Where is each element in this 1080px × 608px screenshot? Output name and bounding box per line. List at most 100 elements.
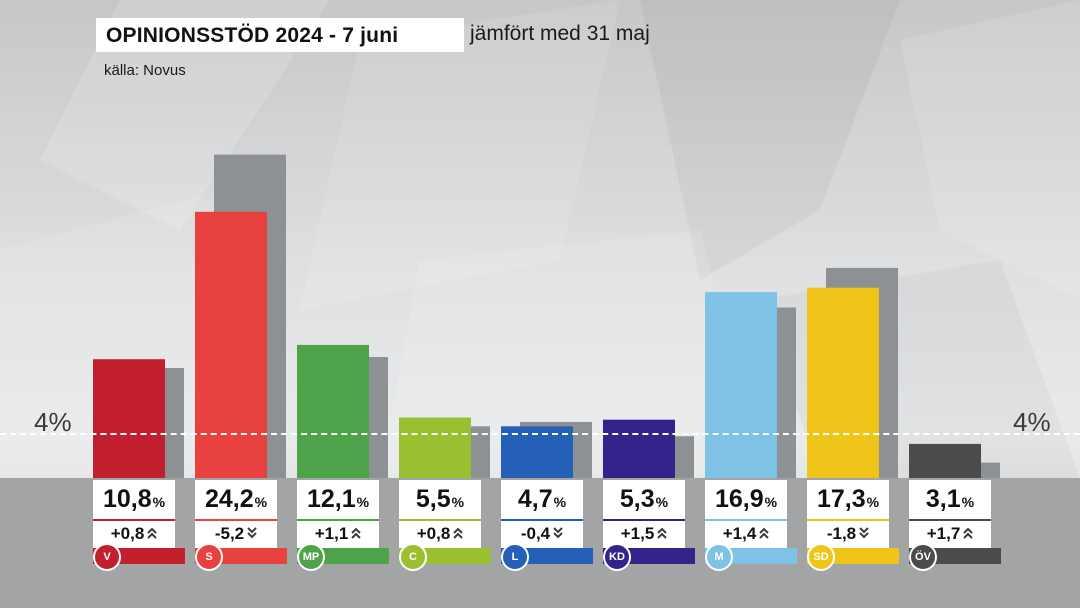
threshold-label-right: 4% xyxy=(1013,407,1051,437)
change-row: -1,8 xyxy=(807,524,889,544)
party-badge-v: V xyxy=(93,543,121,571)
value-label: 16,9 xyxy=(714,485,764,513)
party-badge-sd: SD xyxy=(807,543,835,571)
double-chevron-up-icon xyxy=(759,527,769,539)
chart-title: OPINIONSSTÖD 2024 - 7 juni xyxy=(106,24,399,47)
change-row: -0,4 xyxy=(501,524,583,544)
value-card: 4,7% -0,4 xyxy=(501,480,583,556)
value-label-row: 5,3% xyxy=(603,485,685,514)
percent-unit: % xyxy=(961,494,975,510)
party-badge-s: S xyxy=(195,543,223,571)
value-card: 17,3% -1,8 xyxy=(807,480,889,556)
percent-unit: % xyxy=(553,494,567,510)
value-card: 3,1% +1,7 xyxy=(909,480,991,556)
bar-current-s xyxy=(195,211,267,479)
value-label: 17,3 xyxy=(816,485,866,513)
change-row: +1,1 xyxy=(297,524,379,544)
value-label-row: 4,7% xyxy=(501,485,583,514)
background-facets xyxy=(640,0,900,280)
bar-current-c xyxy=(399,417,471,478)
change-row: +0,8 xyxy=(399,524,481,544)
card-divider xyxy=(297,519,379,521)
card-divider xyxy=(603,519,685,521)
bar-current-kd xyxy=(603,419,675,478)
change-row: -5,2 xyxy=(195,524,277,544)
bar-current-v xyxy=(93,359,165,478)
change-row: +0,8 xyxy=(93,524,175,544)
value-label-row: 10,8% xyxy=(93,485,175,514)
change-label: +1,4 xyxy=(722,524,757,543)
card-divider xyxy=(705,519,787,521)
double-chevron-up-icon xyxy=(963,527,973,539)
change-row: +1,7 xyxy=(909,524,991,544)
value-card: 12,1% +1,1 xyxy=(297,480,379,556)
card-divider xyxy=(807,519,889,521)
bar-current-m xyxy=(705,292,777,478)
percent-unit: % xyxy=(866,494,880,510)
party-badge-l: L xyxy=(501,543,529,571)
party-card-m: 16,9% +1,4 M xyxy=(705,478,805,571)
value-label-row: 12,1% xyxy=(297,485,379,514)
card-divider xyxy=(909,519,991,521)
threshold-line xyxy=(0,433,1080,435)
value-card: 10,8% +0,8 xyxy=(93,480,175,556)
change-label: +0,8 xyxy=(416,524,451,543)
value-label-row: 3,1% xyxy=(909,485,991,514)
change-label: -1,8 xyxy=(826,524,857,543)
double-chevron-down-icon xyxy=(553,527,563,539)
value-label: 4,7 xyxy=(517,485,553,513)
party-badge-öv: ÖV xyxy=(909,543,937,571)
value-label-row: 24,2% xyxy=(195,485,277,514)
party-card-l: 4,7% -0,4 L xyxy=(501,478,601,571)
value-card: 5,3% +1,5 xyxy=(603,480,685,556)
change-label: -0,4 xyxy=(520,524,551,543)
value-label: 24,2 xyxy=(204,485,254,513)
party-card-s: 24,2% -5,2 S xyxy=(195,478,295,571)
value-label-row: 17,3% xyxy=(807,485,889,514)
bar-current-mp xyxy=(297,344,369,478)
party-card-v: 10,8% +0,8 V xyxy=(93,478,193,571)
party-card-sd: 17,3% -1,8 SD xyxy=(807,478,907,571)
party-card-mp: 12,1% +1,1 MP xyxy=(297,478,397,571)
party-badge-m: M xyxy=(705,543,733,571)
value-label: 12,1 xyxy=(306,485,356,513)
card-divider xyxy=(195,519,277,521)
value-label-row: 16,9% xyxy=(705,485,787,514)
change-label: +1,1 xyxy=(314,524,349,543)
percent-unit: % xyxy=(152,494,166,510)
change-label: +1,7 xyxy=(926,524,961,543)
party-badge-kd: KD xyxy=(603,543,631,571)
change-label: +0,8 xyxy=(110,524,145,543)
card-divider xyxy=(399,519,481,521)
bar-current-sd xyxy=(807,287,879,478)
double-chevron-up-icon xyxy=(657,527,667,539)
change-row: +1,5 xyxy=(603,524,685,544)
party-card-öv: 3,1% +1,7 ÖV xyxy=(909,478,1009,571)
party-badge-c: C xyxy=(399,543,427,571)
percent-unit: % xyxy=(764,494,778,510)
change-row: +1,4 xyxy=(705,524,787,544)
change-label: +1,5 xyxy=(620,524,655,543)
party-badge-mp: MP xyxy=(297,543,325,571)
card-divider xyxy=(501,519,583,521)
value-label: 3,1 xyxy=(925,485,961,513)
party-card-kd: 5,3% +1,5 KD xyxy=(603,478,703,571)
percent-unit: % xyxy=(356,494,370,510)
value-label: 10,8 xyxy=(102,485,152,513)
bar-current-öv xyxy=(909,443,981,478)
double-chevron-down-icon xyxy=(247,527,257,539)
double-chevron-down-icon xyxy=(859,527,869,539)
percent-unit: % xyxy=(451,494,465,510)
double-chevron-up-icon xyxy=(453,527,463,539)
card-divider xyxy=(93,519,175,521)
percent-unit: % xyxy=(655,494,669,510)
double-chevron-up-icon xyxy=(351,527,361,539)
value-label: 5,5 xyxy=(415,485,451,513)
change-label: -5,2 xyxy=(214,524,245,543)
chart-subtitle: jämfört med 31 maj xyxy=(470,22,650,45)
value-label: 5,3 xyxy=(619,485,655,513)
title-box: OPINIONSSTÖD 2024 - 7 juni xyxy=(96,18,464,52)
double-chevron-up-icon xyxy=(147,527,157,539)
threshold-label-left: 4% xyxy=(34,407,72,437)
